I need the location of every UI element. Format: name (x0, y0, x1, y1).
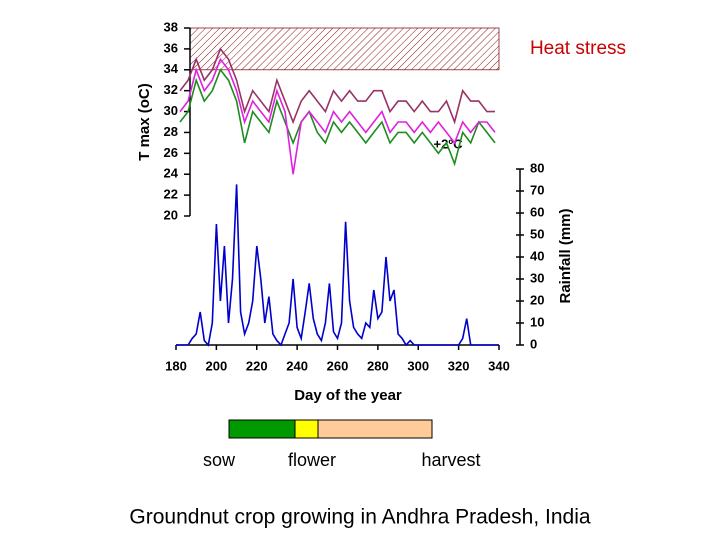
x-tick-label: 240 (286, 358, 308, 373)
stage-label: sow (203, 450, 236, 470)
y2-tick-label: 40 (530, 248, 544, 263)
x-tick-label: 260 (327, 358, 349, 373)
temperature-line (179, 47, 495, 125)
y2-tick-label: 30 (530, 270, 544, 285)
x-tick-label: 280 (367, 358, 389, 373)
y-tick-label: 30 (164, 103, 178, 118)
x-tick-label: 340 (488, 358, 510, 373)
stage-label: flower (288, 450, 336, 470)
y2-tick-label: 20 (530, 292, 544, 307)
y2-tick-label: 10 (530, 314, 544, 329)
x-tick-label: 320 (448, 358, 470, 373)
heat-stress-label: Heat stress (530, 38, 626, 59)
temperature-line (179, 68, 496, 167)
x-tick-label: 300 (407, 358, 429, 373)
rainfall-line (176, 184, 499, 347)
y2-tick-label: 70 (530, 182, 544, 197)
x-axis-label: Day of the year (294, 387, 402, 404)
y-tick-label: 36 (164, 40, 178, 55)
y-tick-label: 34 (164, 61, 179, 76)
stage-segment (228, 419, 296, 439)
y-tick-label: 38 (164, 19, 178, 34)
y2-tick-label: 80 (530, 160, 544, 175)
temperature-line (179, 57, 496, 175)
caption: Groundnut crop growing in Andhra Pradesh… (129, 506, 590, 529)
y2-axis-label: Rainfall (mm) (557, 208, 574, 303)
stage-segment (317, 419, 433, 439)
y-tick-label: 26 (164, 145, 178, 160)
y-tick-label: 32 (164, 82, 178, 97)
y2-tick-label: 0 (530, 336, 537, 351)
x-tick-label: 220 (246, 358, 268, 373)
y2-tick-label: 60 (530, 204, 544, 219)
y-tick-label: 22 (164, 187, 178, 202)
y2-tick-label: 50 (530, 226, 544, 241)
stage-label: harvest (421, 450, 480, 470)
x-tick-label: 180 (165, 358, 187, 373)
stage-segment (294, 419, 319, 439)
y-tick-label: 28 (164, 124, 178, 139)
y-tick-label: 24 (164, 166, 179, 181)
x-tick-label: 200 (206, 358, 228, 373)
y-tick-label: 20 (164, 207, 178, 222)
y-axis-label: T max (oC) (136, 83, 153, 161)
heat-stress-region (189, 27, 500, 71)
